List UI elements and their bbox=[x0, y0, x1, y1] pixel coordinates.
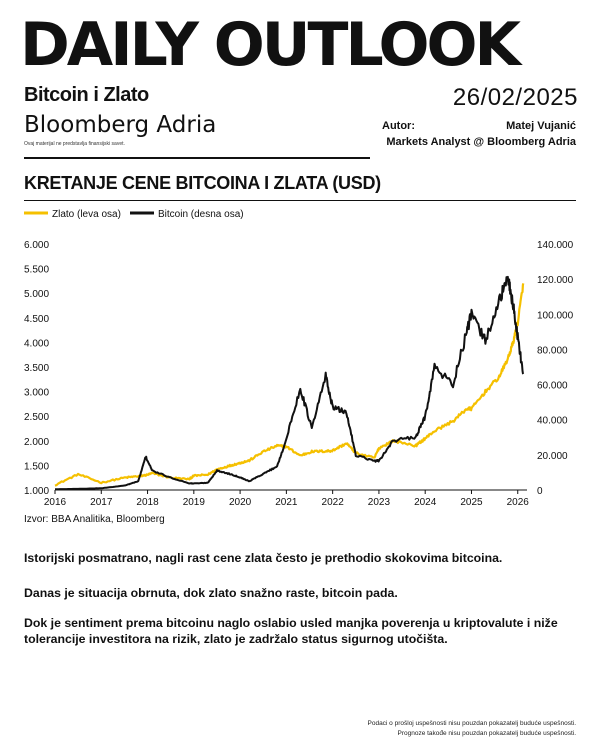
left-axis: 1.000 1.500 2.000 2.500 3.000 3.500 4.000 4.500… bbox=[24, 240, 49, 497]
report-date: 26/02/2025 bbox=[452, 84, 578, 111]
y-left-tick-label: 4.000 bbox=[24, 338, 49, 349]
paragraph-3: Dok je sentiment prema bitcoinu naglo os… bbox=[24, 616, 558, 646]
brand-name: Bloomberg Adria bbox=[24, 112, 217, 138]
paragraph-2: Danas je situacija obrnuta, dok zlato sn… bbox=[24, 586, 398, 600]
y-right-tick-label: 120.000 bbox=[537, 275, 574, 286]
chart-series bbox=[54, 275, 525, 491]
bitcoin-price-line bbox=[55, 275, 525, 491]
x-tick-label: 2016 bbox=[44, 497, 67, 508]
small-disclaimer: Ovaj materijal ne predstavlja finansijsk… bbox=[24, 141, 125, 147]
header-divider bbox=[24, 157, 370, 159]
y-right-tick-label: 0 bbox=[537, 486, 543, 497]
y-right-tick-label: 60.000 bbox=[537, 381, 568, 392]
paragraph-1: Istorijski posmatrano, nagli rast cene z… bbox=[24, 551, 503, 565]
chart-source: Izvor: BBA Analitika, Bloomberg bbox=[24, 514, 165, 525]
y-left-tick-label: 6.000 bbox=[24, 240, 49, 251]
section-title: KRETANJE CENE BITCOINA I ZLATA (USD) bbox=[24, 173, 381, 193]
chart-legend: Zlato (leva osa) Bitcoin (desna osa) bbox=[24, 209, 244, 220]
x-tick-label: 2024 bbox=[414, 497, 437, 508]
y-left-tick-label: 4.500 bbox=[24, 314, 49, 325]
author-label: Autor: bbox=[382, 120, 415, 132]
price-chart: Zlato (leva osa) Bitcoin (desna osa) 1.00… bbox=[24, 209, 574, 508]
y-left-tick-label: 5.000 bbox=[24, 289, 49, 300]
y-left-tick-label: 2.500 bbox=[24, 412, 49, 423]
legend-label: Zlato (leva osa) bbox=[52, 209, 121, 220]
x-axis: 2016 2017 2018 2019 2020 2021 2022 2023 2024 2025… bbox=[44, 489, 530, 508]
gold-price-line bbox=[54, 283, 525, 487]
y-right-tick-label: 140.000 bbox=[537, 240, 574, 251]
y-right-tick-label: 100.000 bbox=[537, 310, 574, 321]
author-role: Markets Analyst @ Bloomberg Adria bbox=[386, 136, 576, 148]
x-tick-label: 2023 bbox=[368, 497, 391, 508]
section-divider bbox=[24, 200, 576, 201]
y-left-tick-label: 1.500 bbox=[24, 461, 49, 472]
x-tick-label: 2022 bbox=[322, 497, 345, 508]
x-tick-label: 2019 bbox=[183, 497, 206, 508]
x-tick-label: 2017 bbox=[90, 497, 113, 508]
footer-disclaimer-2: Prognoze takođe nisu pouzdan pokazatelj … bbox=[397, 730, 576, 737]
x-tick-label: 2020 bbox=[229, 497, 252, 508]
y-right-tick-label: 40.000 bbox=[537, 416, 568, 427]
page-title: DAILY OUTLOOK bbox=[20, 10, 521, 80]
y-right-tick-label: 80.000 bbox=[537, 345, 568, 356]
x-tick-label: 2026 bbox=[507, 497, 530, 508]
legend-label: Bitcoin (desna osa) bbox=[158, 209, 244, 220]
author-name: Matej Vujanić bbox=[506, 120, 576, 132]
y-left-tick-label: 3.000 bbox=[24, 388, 49, 399]
y-left-tick-label: 1.000 bbox=[24, 486, 49, 497]
y-left-tick-label: 2.000 bbox=[24, 437, 49, 448]
x-tick-label: 2025 bbox=[460, 497, 483, 508]
y-left-tick-label: 5.500 bbox=[24, 265, 49, 276]
x-tick-label: 2018 bbox=[136, 497, 159, 508]
y-right-tick-label: 20.000 bbox=[537, 451, 568, 462]
footer-disclaimer-1: Podaci o prošloj uspešnosti nisu pouzdan… bbox=[367, 720, 577, 727]
report-subtitle: Bitcoin i Zlato bbox=[24, 84, 149, 106]
right-axis: 0 20.000 40.000 60.000 80.000 100.000 120.000 1… bbox=[537, 240, 574, 497]
x-tick-label: 2021 bbox=[275, 497, 298, 508]
y-left-tick-label: 3.500 bbox=[24, 363, 49, 374]
